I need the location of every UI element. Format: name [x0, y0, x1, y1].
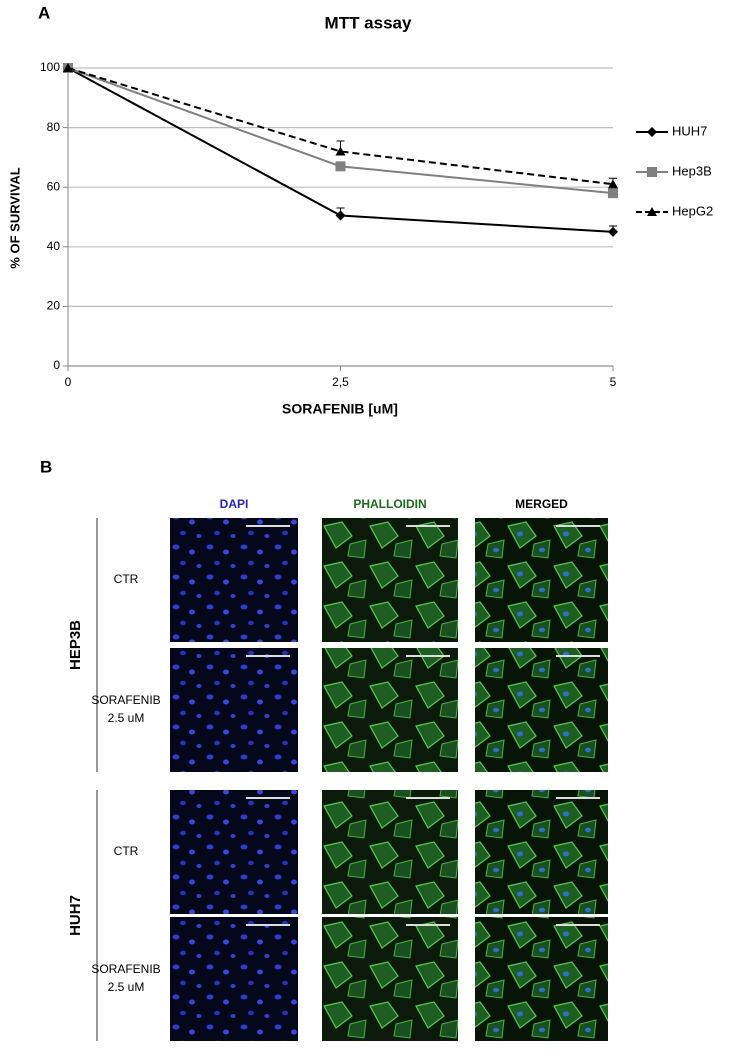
y-tick-label: 0 [53, 358, 60, 372]
x-tick-label: 5 [610, 375, 617, 389]
marker [608, 226, 618, 237]
x-tick-label: 2,5 [332, 375, 349, 389]
column-header: PHALLOIDIN [353, 497, 426, 511]
x-tick-label: 0 [65, 375, 72, 389]
micrograph [475, 648, 608, 772]
micrograph [322, 518, 458, 642]
marker [63, 63, 73, 72]
column-header: DAPI [220, 497, 249, 511]
marker [647, 127, 657, 137]
micrograph [322, 917, 458, 1041]
panel-label: A [38, 3, 50, 22]
row-label: SORAFENIB [91, 962, 160, 976]
y-tick-label: 60 [47, 179, 61, 193]
micrograph [170, 790, 298, 914]
micrograph [170, 648, 298, 772]
marker [335, 161, 346, 172]
panel-label: B [40, 457, 52, 476]
micrograph [475, 917, 608, 1041]
marker [647, 167, 657, 177]
y-tick-label: 20 [47, 299, 61, 313]
legend-label: HUH7 [672, 123, 707, 138]
y-tick-label: 40 [47, 239, 61, 253]
row-label: 2.5 uM [108, 980, 145, 994]
marker [335, 146, 346, 156]
y-tick-label: 80 [47, 120, 61, 134]
row-label: SORAFENIB [91, 693, 160, 707]
group-label: HUH7 [67, 895, 84, 936]
micrograph [475, 790, 608, 914]
row-label: CTR [114, 572, 139, 586]
micrograph [322, 648, 458, 772]
legend-label: HepG2 [672, 203, 713, 218]
micrograph [475, 518, 608, 642]
row-label: 2.5 uM [108, 711, 145, 725]
chart-title: MTT assay [325, 13, 412, 32]
marker [608, 188, 618, 199]
marker [647, 207, 657, 216]
marker [335, 210, 346, 221]
y-tick-label: 100 [40, 60, 60, 74]
legend-label: Hep3B [672, 163, 712, 178]
marker [608, 179, 618, 189]
series-line [67, 67, 614, 186]
micrograph [322, 790, 458, 914]
micrograph [170, 518, 298, 642]
group-label: HEP3B [67, 620, 84, 670]
row-label: CTR [114, 844, 139, 858]
micrograph [170, 917, 298, 1041]
x-axis-label: SORAFENIB [uM] [282, 401, 398, 417]
y-axis-label: % OF SURVIVAL [7, 167, 22, 268]
column-header: MERGED [515, 497, 568, 511]
